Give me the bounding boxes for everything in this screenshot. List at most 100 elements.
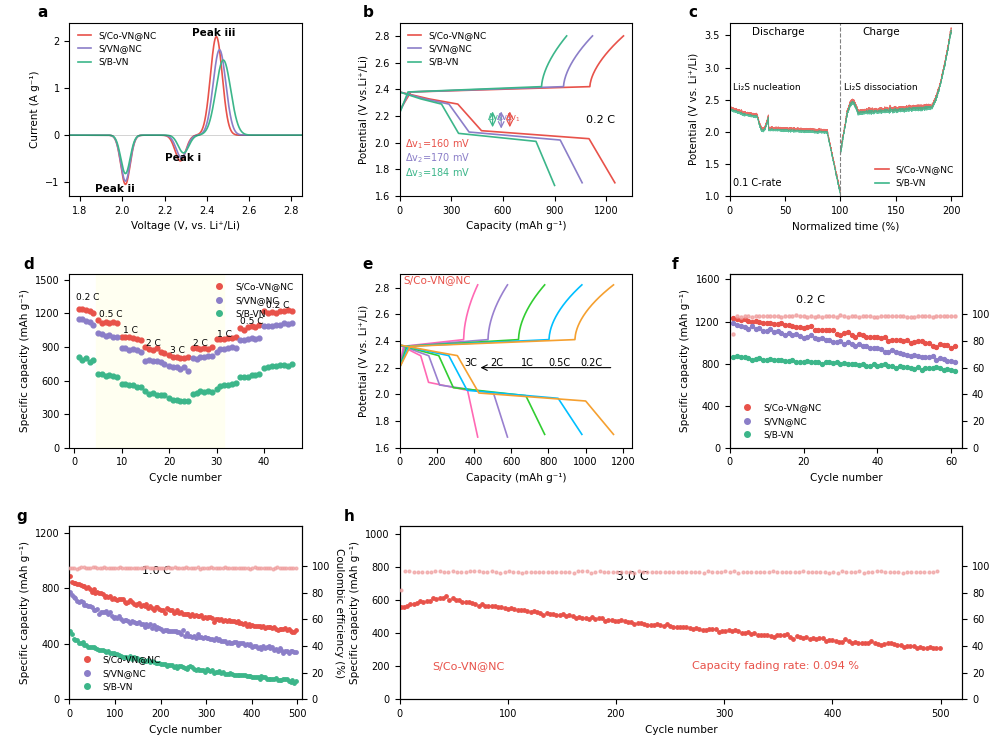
- Point: [226, 669, 242, 681]
- Point: [840, 358, 856, 370]
- Point: [85, 308, 101, 320]
- Point: [64, 562, 80, 574]
- Point: [181, 395, 196, 407]
- Point: [107, 562, 123, 575]
- Point: [161, 625, 177, 637]
- Point: [179, 608, 194, 620]
- Point: [191, 610, 207, 622]
- Point: [506, 603, 522, 615]
- Point: [783, 631, 799, 643]
- Point: [503, 602, 519, 614]
- Point: [89, 603, 105, 615]
- Point: [246, 639, 262, 651]
- Point: [808, 633, 824, 645]
- Point: [131, 596, 147, 608]
- Legend: S/Co-VN@NC, S/VN@NC, S/B-VN: S/Co-VN@NC, S/VN@NC, S/B-VN: [74, 27, 160, 71]
- Point: [810, 333, 826, 345]
- Point: [74, 580, 90, 592]
- Point: [276, 647, 292, 659]
- Point: [71, 351, 87, 363]
- Point: [211, 665, 227, 677]
- Point: [410, 566, 426, 578]
- Point: [285, 305, 301, 317]
- Point: [279, 624, 295, 636]
- Point: [235, 562, 251, 574]
- Point: [843, 310, 859, 322]
- Point: [102, 647, 118, 660]
- Point: [281, 675, 297, 687]
- Point: [858, 311, 874, 323]
- Point: [943, 311, 959, 323]
- Point: [895, 361, 911, 373]
- Point: [176, 562, 191, 575]
- Point: [62, 586, 77, 598]
- Point: [448, 594, 464, 606]
- Point: [153, 346, 169, 358]
- Point: [740, 626, 756, 638]
- Point: [864, 566, 880, 578]
- Point: [264, 320, 280, 332]
- Point: [165, 350, 181, 362]
- Point: [256, 305, 272, 317]
- Point: [219, 562, 235, 574]
- Point: [441, 593, 457, 605]
- Point: [121, 562, 137, 574]
- Point: [855, 310, 871, 322]
- Point: [145, 355, 161, 367]
- X-axis label: Cycle number: Cycle number: [809, 473, 882, 483]
- Point: [899, 640, 915, 652]
- Point: [806, 311, 822, 323]
- Point: [240, 562, 256, 574]
- Point: [903, 362, 919, 374]
- Point: [236, 334, 252, 346]
- Point: [159, 602, 175, 614]
- Point: [268, 319, 284, 331]
- Point: [263, 673, 279, 685]
- Point: [106, 647, 122, 659]
- Point: [113, 593, 129, 605]
- Point: [166, 660, 182, 672]
- Point: [196, 342, 212, 354]
- Point: [682, 566, 698, 578]
- Point: [63, 576, 79, 588]
- Point: [907, 349, 923, 361]
- Point: [766, 354, 782, 366]
- Point: [577, 612, 593, 624]
- Point: [829, 311, 845, 323]
- Point: [161, 603, 177, 615]
- Point: [817, 324, 833, 336]
- Point: [181, 629, 196, 641]
- Point: [617, 615, 633, 627]
- Point: [752, 566, 768, 578]
- Point: [195, 664, 211, 676]
- Point: [242, 562, 258, 575]
- Text: Capacity fading rate: 0.094 %: Capacity fading rate: 0.094 %: [691, 661, 859, 671]
- Point: [251, 562, 267, 574]
- Text: b: b: [362, 5, 373, 20]
- Point: [179, 627, 194, 639]
- Point: [281, 305, 297, 317]
- Point: [851, 328, 867, 340]
- Point: [228, 669, 244, 681]
- Point: [131, 653, 147, 666]
- Point: [149, 562, 165, 575]
- Point: [107, 593, 123, 605]
- Point: [63, 589, 79, 601]
- Point: [228, 616, 244, 628]
- Point: [630, 617, 646, 629]
- Text: 1C: 1C: [521, 358, 534, 368]
- Point: [96, 644, 112, 656]
- Point: [825, 357, 841, 369]
- Point: [283, 645, 299, 657]
- Point: [800, 355, 815, 367]
- Point: [220, 636, 236, 648]
- Text: 0.2 C: 0.2 C: [267, 301, 290, 310]
- Point: [903, 350, 919, 362]
- Point: [249, 562, 265, 574]
- Point: [436, 566, 452, 578]
- Point: [516, 604, 532, 616]
- Point: [208, 613, 224, 625]
- Point: [109, 612, 125, 624]
- Point: [674, 566, 689, 578]
- Point: [817, 334, 833, 346]
